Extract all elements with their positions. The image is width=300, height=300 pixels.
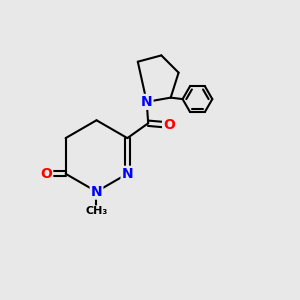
Text: O: O [163,118,175,132]
Text: O: O [40,167,52,181]
Text: N: N [91,184,102,199]
Text: CH₃: CH₃ [85,206,108,216]
Text: N: N [141,95,152,109]
Text: N: N [122,167,133,181]
